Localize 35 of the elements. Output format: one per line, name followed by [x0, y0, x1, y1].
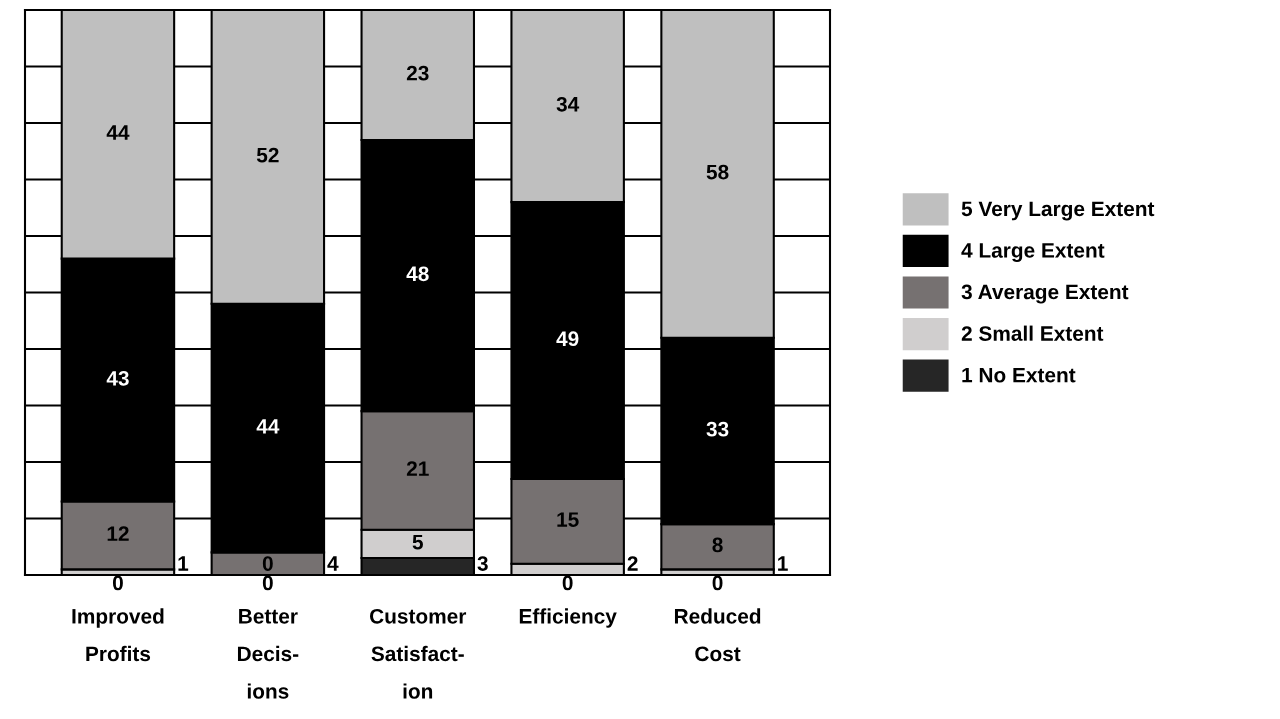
data-label: 12: [107, 526, 129, 541]
data-label: 34: [556, 96, 580, 112]
legend-label: 5 Very Large Extent: [961, 201, 1155, 221]
annotation: 0: [262, 556, 273, 571]
x-tick-label: Customer Satisfact- ion: [369, 608, 467, 699]
data-label: 1: [778, 556, 788, 571]
data-label: 5: [412, 534, 423, 550]
data-label: 52: [256, 147, 279, 163]
data-label: 33: [706, 421, 729, 437]
data-label: 4: [327, 556, 339, 571]
x-tick-label: Better Decis- ions: [237, 609, 299, 699]
data-label: 49: [556, 331, 579, 347]
data-label: 48: [406, 266, 429, 282]
annotation: 0: [112, 575, 123, 591]
legend-label: 2 Small Extent: [961, 325, 1104, 341]
annotation: 0: [712, 575, 723, 591]
annotation: 0: [562, 575, 573, 591]
data-label: 1: [178, 556, 189, 571]
x-tick-label: Improved Profits: [72, 608, 164, 662]
data-label: 15: [557, 512, 579, 527]
data-label: 44: [256, 419, 280, 434]
legend-label: 1 No Extent: [962, 367, 1076, 383]
data-label: 3: [477, 556, 488, 571]
data-label: 21: [406, 461, 429, 476]
data-label: 23: [406, 65, 429, 81]
data-label: 8: [712, 537, 723, 553]
legend-label: 4 Large Extent: [961, 243, 1105, 262]
data-label: 2: [627, 556, 638, 571]
data-label: 43: [106, 370, 129, 386]
x-tick-label: Efficiency: [519, 608, 617, 628]
x-tick-label: Reduced Cost: [674, 608, 761, 662]
data-label: 58: [706, 164, 729, 180]
legend-label: 3 Average Extent: [961, 284, 1129, 304]
annotation: 0: [262, 575, 273, 591]
data-label: 44: [106, 125, 130, 140]
